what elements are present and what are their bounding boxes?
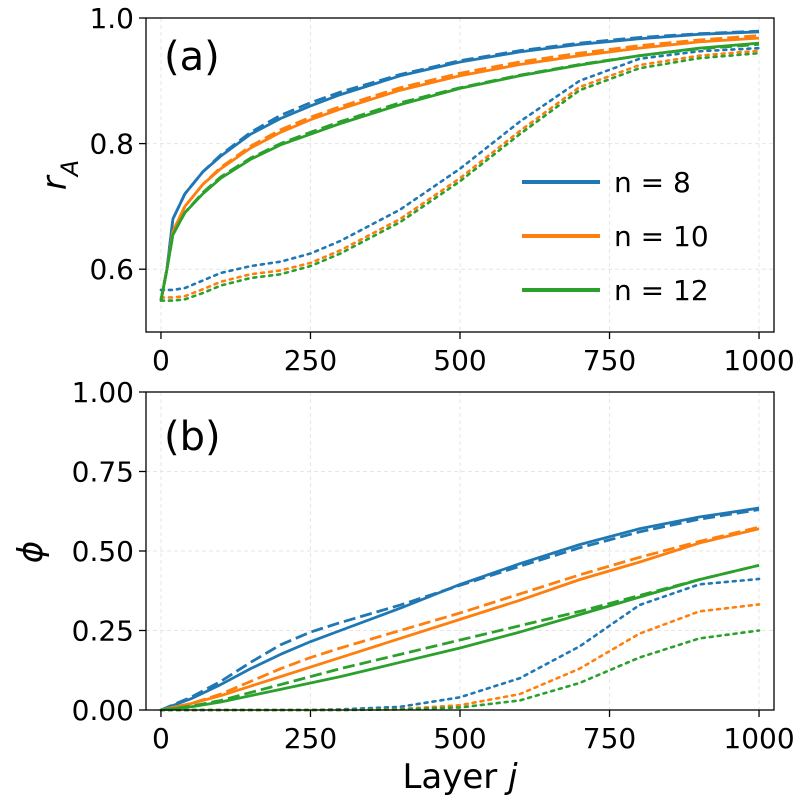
- x-tick-label-b: 500: [433, 722, 486, 755]
- series-line-b-4: [160, 527, 760, 712]
- y-tick-label-b: 0.75: [72, 456, 134, 489]
- x-tick-label-a: 1000: [723, 344, 794, 377]
- y-tick-label-a: 0.8: [89, 128, 134, 161]
- series-line-b-5: [160, 525, 760, 712]
- legend: n = 8 n = 10 n = 12: [522, 166, 709, 307]
- x-axis-title-b-main: Layer: [402, 757, 497, 797]
- x-axis-title-b-gap: [497, 757, 508, 797]
- series-line-b-1: [160, 506, 760, 712]
- x-tick-label-b: 750: [583, 722, 636, 755]
- series-lines-a: [159, 29, 761, 302]
- x-axis-title-b: Layer j: [402, 757, 518, 797]
- y-axis-title-b: ϕ: [11, 541, 51, 563]
- y-tick-label-b: 0.25: [72, 615, 134, 648]
- series-line-a-8: [159, 42, 760, 301]
- y-tick-label-b: 0.50: [72, 535, 134, 568]
- series-line-b-7: [160, 563, 760, 712]
- ticks-a: 0 250 500 750 1000 0.6 0.8 1.0: [89, 2, 794, 377]
- series-line-b-2: [160, 508, 760, 712]
- y-axis-title-a-main: r: [35, 174, 75, 190]
- legend-label-1: n = 8: [614, 166, 691, 199]
- series-line-b-8: [160, 563, 760, 712]
- y-tick-label-a: 1.0: [89, 2, 134, 35]
- x-tick-label-b: 0: [152, 722, 170, 755]
- series-line-a-5: [159, 34, 760, 301]
- legend-label-3: n = 12: [614, 274, 709, 307]
- series-line-a-3: [159, 46, 761, 292]
- panel-label-b: (b): [164, 414, 221, 460]
- x-tick-label-b: 250: [284, 722, 337, 755]
- y-tick-label-a: 0.6: [89, 253, 134, 286]
- ticks-b: 0 250 500 750 1000 0.00 0.25 0.50 0.75 1.00: [72, 376, 795, 755]
- legend-label-2: n = 10: [614, 220, 709, 253]
- x-tick-label-a: 250: [284, 344, 337, 377]
- y-axis-title-a-sub: A: [56, 160, 84, 178]
- grid-b: [146, 391, 774, 711]
- series-line-a-6: [159, 49, 761, 299]
- x-tick-label-a: 750: [583, 344, 636, 377]
- x-axis-title-b-var: j: [504, 757, 518, 797]
- x-tick-label-a: 500: [433, 344, 486, 377]
- y-tick-label-b: 1.00: [72, 376, 134, 409]
- series-line-a-2: [159, 29, 760, 301]
- panel-label-a: (a): [164, 34, 220, 80]
- y-tick-label-b: 0.00: [72, 694, 134, 727]
- x-tick-label-a: 0: [152, 344, 170, 377]
- y-axis-title-a: rA: [35, 160, 84, 190]
- panel-b: 0 250 500 750 1000 0.00 0.25 0.50 0.75 1.00 (b) ϕ…: [11, 376, 795, 797]
- series-line-a-9: [159, 51, 761, 302]
- x-tick-label-b: 1000: [723, 722, 794, 755]
- series-line-a-7: [159, 41, 760, 301]
